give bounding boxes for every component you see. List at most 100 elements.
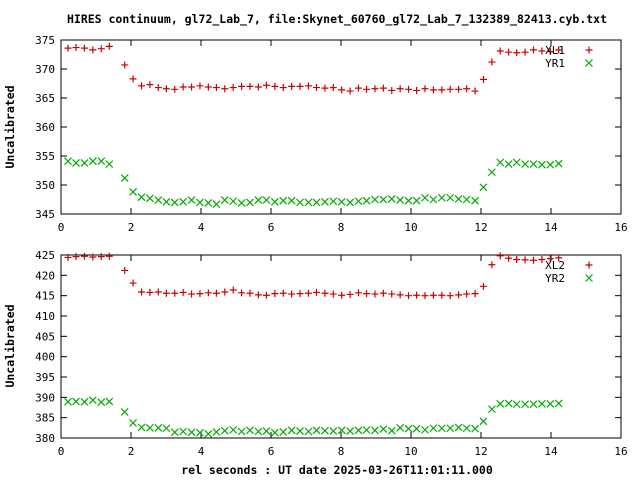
data-point-yr1 bbox=[421, 193, 429, 202]
data-point-xl2 bbox=[388, 290, 396, 298]
series-xl1-points bbox=[64, 42, 563, 95]
chart-title: HIRES continuum, gl72_Lab_7, file:Skynet… bbox=[67, 12, 607, 27]
data-point-xl2 bbox=[196, 290, 204, 298]
data-point-yr1 bbox=[179, 197, 188, 206]
data-point-yr1 bbox=[97, 157, 106, 166]
data-point-xl2 bbox=[121, 266, 129, 274]
data-point-yr2 bbox=[354, 426, 363, 435]
data-point-xl1 bbox=[313, 84, 320, 92]
data-point-yr1 bbox=[521, 160, 530, 169]
data-point-xl2 bbox=[129, 279, 137, 287]
data-point-xl1 bbox=[146, 81, 154, 89]
data-point-xl2 bbox=[513, 255, 521, 263]
data-point-yr2 bbox=[337, 426, 346, 435]
data-point-xl1 bbox=[229, 84, 237, 92]
data-point-yr1 bbox=[137, 193, 146, 202]
data-point-yr1 bbox=[329, 197, 338, 206]
x-tick-label: 2 bbox=[128, 221, 135, 234]
data-point-yr1 bbox=[496, 158, 505, 167]
x-tick-label: 16 bbox=[614, 221, 627, 234]
legend-label-xl2: XL2 bbox=[545, 259, 565, 272]
data-point-xl1 bbox=[196, 82, 204, 90]
x-tick-label: 6 bbox=[268, 221, 275, 234]
data-point-xl2 bbox=[246, 289, 254, 297]
data-point-yr1 bbox=[346, 198, 355, 207]
data-point-yr1 bbox=[105, 160, 114, 169]
data-point-xl1 bbox=[246, 82, 254, 90]
data-point-xl2 bbox=[212, 289, 220, 297]
data-point-xl1 bbox=[346, 87, 354, 95]
data-point-yr1 bbox=[287, 196, 296, 205]
data-point-xl2 bbox=[546, 255, 554, 263]
data-point-xl1 bbox=[521, 48, 529, 56]
data-point-xl2 bbox=[64, 253, 72, 261]
y-tick-label: 395 bbox=[35, 371, 55, 384]
data-point-yr1 bbox=[537, 160, 546, 169]
y-tick-label: 350 bbox=[35, 179, 55, 192]
data-point-yr1 bbox=[129, 188, 138, 196]
data-point-yr2 bbox=[97, 398, 106, 407]
data-point-yr1 bbox=[471, 196, 479, 205]
data-point-yr2 bbox=[546, 399, 555, 408]
data-point-xl1 bbox=[530, 46, 537, 54]
data-point-xl1 bbox=[162, 85, 170, 93]
data-point-xl1 bbox=[413, 86, 421, 94]
data-point-xl2 bbox=[288, 290, 296, 298]
data-point-yr2 bbox=[379, 425, 388, 433]
data-point-xl1 bbox=[221, 85, 229, 93]
data-point-yr1 bbox=[296, 198, 304, 207]
data-point-xl1 bbox=[505, 48, 513, 56]
data-point-xl1 bbox=[138, 82, 145, 90]
data-point-yr2 bbox=[521, 400, 530, 409]
data-point-yr1 bbox=[262, 196, 271, 205]
data-point-yr1 bbox=[387, 194, 396, 203]
data-point-yr2 bbox=[220, 426, 229, 435]
data-point-yr2 bbox=[170, 428, 179, 437]
data-point-yr2 bbox=[254, 427, 263, 436]
legend-label-yr1: YR1 bbox=[545, 57, 565, 70]
data-point-yr2 bbox=[454, 423, 463, 432]
data-point-xl2 bbox=[421, 292, 429, 300]
data-point-yr1 bbox=[304, 198, 313, 207]
data-point-xl1 bbox=[212, 84, 220, 92]
data-point-xl1 bbox=[446, 85, 454, 93]
data-point-xl1 bbox=[129, 75, 137, 83]
data-point-yr1 bbox=[80, 159, 89, 167]
data-point-xl1 bbox=[429, 86, 437, 94]
y-tick-label: 415 bbox=[35, 290, 55, 303]
data-point-xl1 bbox=[388, 86, 396, 94]
data-point-xl1 bbox=[105, 42, 113, 50]
data-point-yr1 bbox=[529, 160, 538, 169]
data-point-xl1 bbox=[438, 86, 446, 94]
y-tick-label: 390 bbox=[35, 391, 55, 404]
data-point-xl2 bbox=[229, 286, 237, 294]
y-tick-label: 380 bbox=[35, 432, 55, 445]
data-point-xl2 bbox=[279, 289, 287, 297]
upper-plot-panel: 0 2 4 6 8 10 12 14 16 345 350 355 360 365 370 375 Uncali… bbox=[3, 34, 628, 234]
data-point-xl2 bbox=[455, 291, 463, 299]
x-tick-label: 14 bbox=[544, 221, 558, 234]
data-point-xl1 bbox=[254, 83, 262, 91]
x-tick-label: 10 bbox=[404, 445, 417, 458]
data-point-yr2 bbox=[229, 425, 238, 434]
data-point-yr1 bbox=[279, 196, 288, 205]
data-point-xl1 bbox=[546, 48, 554, 56]
data-point-yr1 bbox=[479, 183, 488, 192]
data-point-xl1 bbox=[488, 58, 496, 66]
data-point-xl1 bbox=[455, 85, 463, 93]
data-point-yr2 bbox=[462, 424, 471, 433]
data-point-xl1 bbox=[379, 84, 387, 92]
data-point-yr1 bbox=[379, 195, 388, 204]
data-point-xl2 bbox=[438, 291, 446, 299]
data-point-xl1 bbox=[421, 85, 429, 93]
data-point-yr2 bbox=[537, 399, 546, 408]
data-point-yr1 bbox=[229, 197, 238, 206]
data-point-yr1 bbox=[246, 198, 254, 207]
data-point-xl1 bbox=[355, 84, 362, 92]
data-point-xl1 bbox=[262, 81, 270, 89]
data-point-xl2 bbox=[505, 254, 513, 262]
data-point-xl2 bbox=[530, 256, 537, 264]
data-point-yr2 bbox=[504, 399, 513, 408]
data-point-yr1 bbox=[212, 200, 221, 209]
y-tick-label: 420 bbox=[35, 269, 55, 282]
